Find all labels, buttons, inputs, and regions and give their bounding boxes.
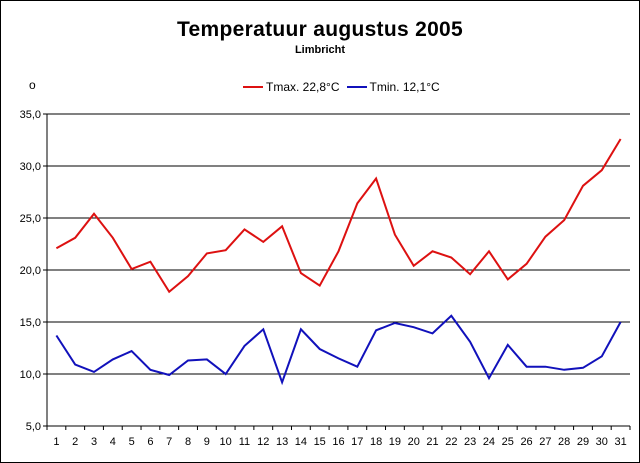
x-tick-label: 12 (257, 436, 269, 448)
degree-unit-label: o (29, 78, 36, 92)
y-tick-label: 25,0 (20, 213, 41, 225)
x-tick-label: 19 (389, 436, 401, 448)
x-tick-label: 28 (558, 436, 570, 448)
y-tick-label: 10,0 (20, 369, 41, 381)
x-tick-label: 17 (351, 436, 363, 448)
x-tick-label: 1 (53, 436, 59, 448)
x-tick-label: 9 (204, 436, 210, 448)
x-tick-label: 22 (445, 436, 457, 448)
legend-item-tmax: Tmax. 22,8°C (243, 80, 340, 94)
y-tick-label: 15,0 (20, 317, 41, 329)
x-tick-label: 8 (185, 436, 191, 448)
x-tick-label: 30 (596, 436, 608, 448)
x-tick-label: 29 (577, 436, 589, 448)
y-tick-label: 35,0 (20, 109, 41, 121)
x-tick-label: 27 (539, 436, 551, 448)
legend-item-tmin: Tmin. 12,1°C (346, 80, 440, 94)
x-tick-label: 18 (370, 436, 382, 448)
y-tick-label: 5,0 (26, 421, 41, 433)
chart-subtitle: Limbricht (294, 44, 346, 56)
x-tick-label: 21 (426, 436, 438, 448)
legend-swatch-tmax (243, 86, 263, 88)
x-tick-label: 24 (483, 436, 495, 448)
y-tick-label: 30,0 (20, 161, 41, 173)
x-tick-label: 16 (332, 436, 344, 448)
x-tick-label: 25 (502, 436, 514, 448)
x-tick-label: 11 (239, 436, 250, 448)
legend: Tmax. 22,8°C Tmin. 12,1°C (243, 80, 447, 94)
x-tick-label: 5 (129, 436, 135, 448)
x-tick-label: 14 (295, 436, 307, 448)
chart-title: Temperatuur augustus 2005 (176, 18, 464, 41)
y-tick-label: 20,0 (20, 265, 41, 277)
x-tick-label: 31 (614, 436, 626, 448)
x-tick-label: 10 (220, 436, 232, 448)
legend-label-tmax: Tmax. 22,8°C (266, 80, 340, 94)
x-tick-label: 23 (464, 436, 476, 448)
x-tick-label: 6 (147, 436, 153, 448)
series-line-tmin (55, 314, 622, 386)
x-tick-label: 13 (276, 436, 288, 448)
legend-swatch-tmin (346, 86, 367, 88)
series-line-tmax (55, 138, 622, 294)
x-tick-label: 4 (110, 436, 116, 448)
x-tick-label: 7 (166, 436, 172, 448)
legend-label-tmin: Tmin. 12,1°C (369, 80, 440, 94)
x-tick-label: 26 (520, 436, 532, 448)
x-tick-label: 2 (72, 436, 78, 448)
x-tick-label: 3 (91, 436, 97, 448)
x-tick-label: 15 (314, 436, 326, 448)
x-tick-label: 20 (408, 436, 420, 448)
